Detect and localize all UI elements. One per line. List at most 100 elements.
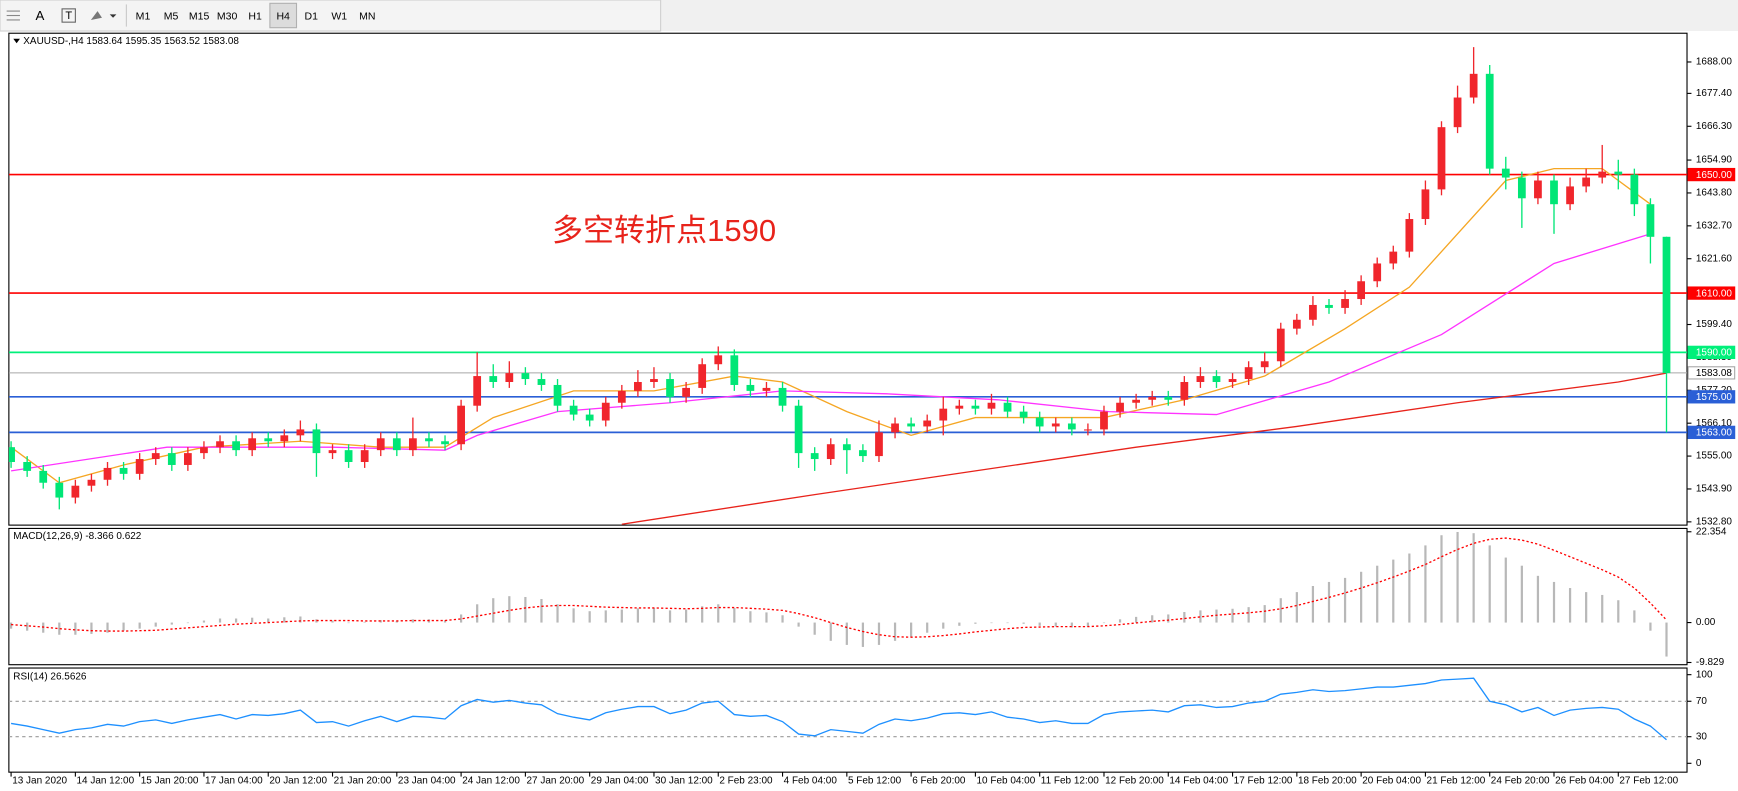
toolbar-frame (0, 0, 662, 32)
timeframe-button[interactable]: MN (359, 10, 375, 22)
timeframe-button[interactable]: M5 (164, 10, 179, 22)
y-tick-label: 100 (1696, 669, 1713, 680)
candle-body (8, 447, 15, 463)
macd-bar (877, 622, 881, 645)
macd-bar (1279, 598, 1282, 623)
macd-signal (11, 537, 1667, 638)
timeframe-button[interactable]: H4 (276, 10, 290, 22)
timeframe-button[interactable]: M15 (189, 10, 210, 22)
x-tick-label: 17 Jan 04:00 (205, 776, 263, 787)
candle-body (1582, 177, 1591, 187)
candle-body (698, 364, 707, 388)
candle-body (810, 453, 819, 460)
macd-bar (797, 622, 800, 627)
candle-body (1292, 319, 1301, 329)
macd-bar (476, 604, 479, 623)
macd-bar (74, 622, 77, 635)
macd-bar (1135, 616, 1138, 623)
x-tick-label: 26 Feb 04:00 (1555, 776, 1614, 787)
macd-bar (331, 620, 334, 623)
candle-body (1614, 171, 1623, 175)
timeframe-button[interactable]: M30 (217, 10, 238, 22)
candle-body (1196, 376, 1205, 382)
candle-body (1244, 367, 1253, 380)
timeframe-button[interactable]: M1 (136, 10, 151, 22)
chart-title: XAUUSD-,H4 1583.64 1595.35 1563.52 1583.… (23, 36, 239, 47)
crosshair-tool[interactable] (6, 10, 20, 21)
macd-bar (1054, 622, 1057, 627)
macd-bar (701, 606, 704, 623)
candle-body (1453, 97, 1462, 128)
macd-bar (926, 622, 929, 633)
candle-body (505, 373, 514, 382)
macd-plot (9, 531, 1668, 657)
macd-bar (299, 616, 302, 623)
macd-bar (958, 622, 961, 626)
candle-body (1084, 429, 1092, 431)
macd-bar (910, 622, 913, 637)
macd-bar (1536, 575, 1540, 623)
candle-body (1051, 423, 1060, 427)
level-label: 1590.00 (1696, 348, 1732, 359)
candle-body (1485, 73, 1494, 169)
candle-body (1212, 376, 1221, 382)
label-tool[interactable]: T (61, 8, 76, 23)
candle-body (344, 450, 353, 463)
macd-bar (1633, 610, 1636, 623)
timeframe-button[interactable]: W1 (331, 10, 347, 22)
macd-bar (1585, 592, 1588, 623)
candle-body (1132, 399, 1141, 403)
macd-bar (524, 596, 527, 623)
candle-body (473, 376, 482, 406)
level-label: 1575.00 (1696, 392, 1732, 403)
candle-body (971, 405, 980, 409)
macd-bar (1665, 622, 1668, 657)
candle-body (842, 444, 851, 451)
macd-bar (733, 607, 736, 623)
candle-body (682, 387, 690, 397)
candle-body (55, 482, 64, 498)
macd-bar (861, 622, 865, 647)
candle-body (312, 429, 321, 454)
candle-body (1164, 396, 1173, 400)
level-label: 1610.00 (1696, 288, 1732, 299)
y-tick-label: 1666.30 (1696, 121, 1732, 132)
candle-body (392, 438, 401, 451)
macd-bar (1601, 594, 1604, 623)
macd-bar (685, 609, 688, 623)
candle-body (585, 414, 594, 421)
axes: 1688.00 1677.40 1666.30 1654.90 1643.80 1632.… (10, 57, 1736, 787)
candle-body (859, 450, 867, 457)
candle-body (1116, 402, 1124, 412)
annotation: 多空转折点1590 (552, 213, 776, 248)
macd-bar (942, 622, 945, 629)
rsi-pane (8, 667, 1688, 773)
x-tick-label: 11 Feb 12:00 (1041, 776, 1099, 787)
macd-bar (974, 622, 977, 624)
candle-body (376, 438, 385, 451)
text-tool[interactable]: A (35, 8, 44, 23)
macd-bar (90, 622, 93, 634)
macd-bar (1520, 565, 1523, 623)
candle-body (1550, 180, 1558, 205)
macd-bar (1167, 614, 1170, 623)
candle-body (875, 432, 883, 457)
macd-bar (347, 622, 350, 624)
rsi-plot (8, 677, 1688, 741)
timeframe-button[interactable]: D1 (305, 10, 319, 22)
y-tick-label: 1543.90 (1696, 484, 1732, 495)
macd-bar (1617, 600, 1620, 623)
shapes-tool[interactable] (90, 11, 117, 20)
macd-bar (1327, 581, 1331, 623)
candle-body (601, 402, 610, 421)
candle-body (553, 384, 562, 406)
macd-bar (1552, 581, 1556, 623)
macd-bar (1488, 545, 1491, 623)
macd-bar (267, 618, 270, 623)
candle-body (537, 379, 546, 385)
x-tick-label: 27 Feb 12:00 (1619, 776, 1678, 787)
timeframe-button[interactable]: H1 (248, 10, 262, 22)
level-label-box (1687, 366, 1736, 380)
macd-bar (1408, 553, 1411, 623)
macd-bar (170, 622, 173, 625)
